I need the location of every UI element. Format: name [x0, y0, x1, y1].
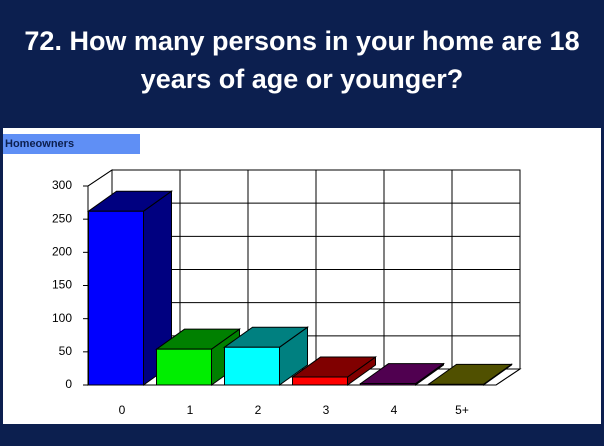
- subtitle-tag: Homeowners: [3, 134, 140, 154]
- grid-line-vertical: [495, 170, 521, 386]
- y-tick-label: 200: [52, 245, 72, 259]
- x-tick-label: 4: [391, 403, 398, 417]
- x-tick-label: 5+: [455, 403, 469, 417]
- bar-front: [224, 346, 280, 386]
- bar-front: [156, 348, 212, 386]
- bar: [290, 356, 378, 386]
- x-tick-label: 2: [255, 403, 262, 417]
- bar: [358, 362, 446, 386]
- y-tick-label: 100: [52, 311, 72, 325]
- x-tick-label: 0: [119, 403, 126, 417]
- x-tick-label: 1: [187, 403, 194, 417]
- y-tick-label: 300: [52, 178, 72, 192]
- y-tick-label: 50: [59, 344, 73, 358]
- y-tick-label: 250: [52, 211, 72, 225]
- x-tick-label: 3: [323, 403, 330, 417]
- y-tick-label: 0: [65, 377, 72, 391]
- bar-front: [292, 376, 348, 386]
- bar: [426, 363, 514, 386]
- slide-title: 72. How many persons in your home are 18…: [24, 26, 580, 94]
- bar-front: [428, 383, 484, 386]
- bar: [222, 326, 310, 386]
- bar: [86, 190, 174, 386]
- bar-front: [360, 383, 416, 386]
- bar-front: [88, 210, 144, 386]
- y-tick-label: 150: [52, 278, 72, 292]
